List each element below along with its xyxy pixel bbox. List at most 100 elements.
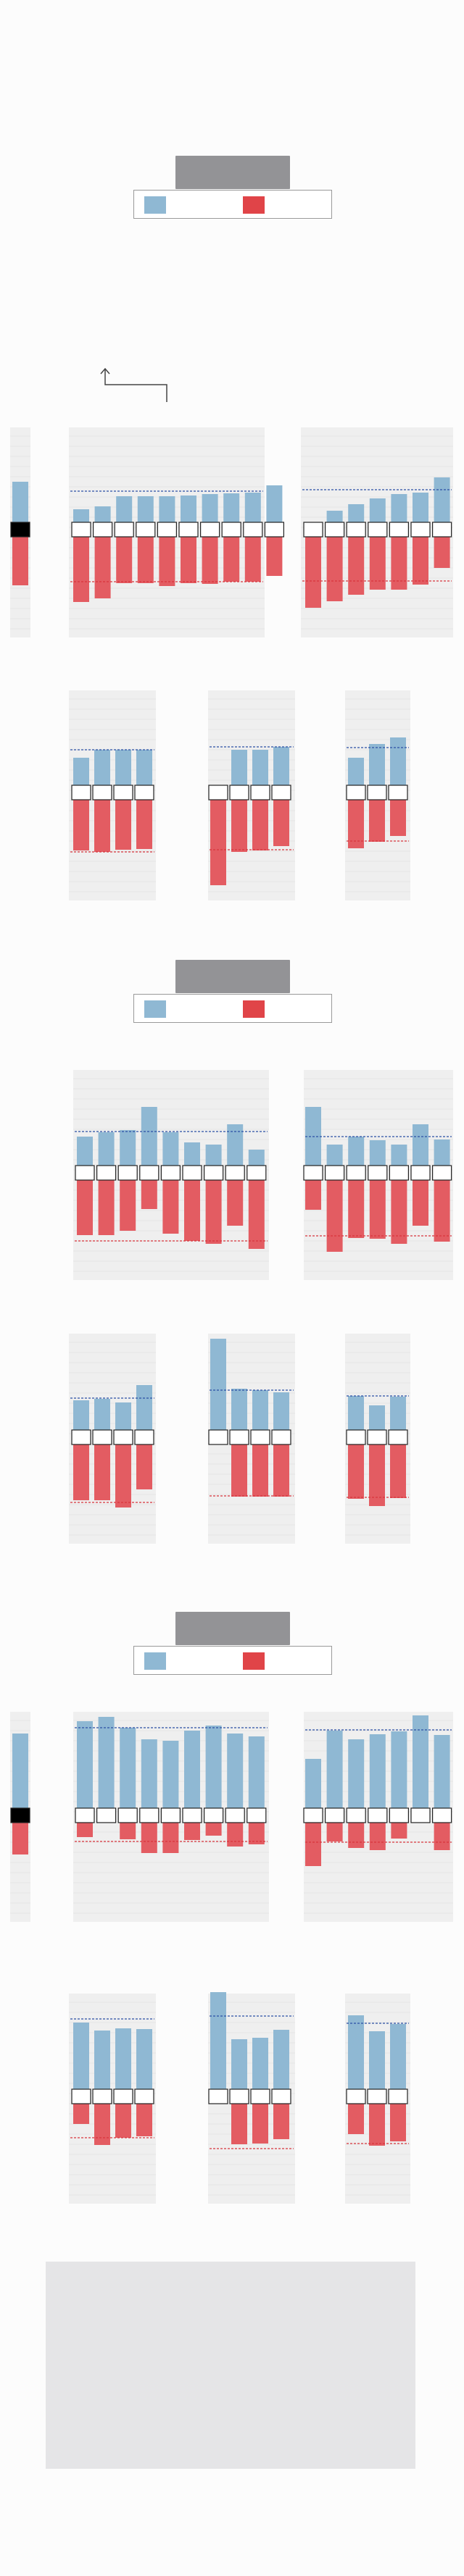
group-3-right-negative-bar (305, 1823, 321, 1866)
group-2-small-2-negative-bar (231, 1444, 247, 1497)
group-3-left-negative-bar (205, 1823, 222, 1836)
group-3-left-positive-bar (162, 1741, 179, 1808)
group-1-left-category-box (71, 522, 91, 538)
group-3-small-1-positive-bar (115, 2028, 131, 2089)
group-2-left-positive-bar (162, 1132, 179, 1166)
group-2-small-3-negative-bar (369, 1444, 385, 1506)
group-3-left-negative-bar (227, 1823, 244, 1847)
group-2-small-2-positive-bar (210, 1339, 226, 1430)
group-2-left-category-box (225, 1165, 245, 1181)
group-3-right-positive-bar (369, 1734, 386, 1808)
group-1-right-negative-bar (434, 537, 450, 568)
group-1-small-3-category-box (367, 785, 387, 800)
group-3-left-positive-bar (141, 1739, 157, 1808)
group-3-left-negative-bar (162, 1823, 179, 1853)
group-2-small-2-category-box (250, 1429, 270, 1445)
group-2-small-1-category-box (71, 1429, 91, 1445)
group-1-left-negative-bar (137, 537, 154, 583)
group-3-left-category-box (225, 1807, 245, 1823)
group-2-small-1-category-box (113, 1429, 133, 1445)
group-3-small-2-category-box (271, 2088, 291, 2104)
group-3-left-positive-bar (184, 1731, 200, 1808)
group-3-left-positive-bar (205, 1726, 222, 1808)
group-2-left-negative-bar (141, 1180, 157, 1209)
group-3-small-3-category-box (388, 2088, 408, 2104)
group-2-left-positive-bar (248, 1150, 265, 1166)
group-1-small-2-positive-bar (273, 747, 289, 785)
group-2-small-1-category-box (92, 1429, 112, 1445)
group-1-left-positive-bar (202, 494, 218, 522)
group-3-mini-category-box (10, 1807, 30, 1823)
group-3-small-2-positive-bar (210, 1992, 226, 2089)
group-1-small-2-negative-bar (231, 800, 247, 852)
group-2-right-negative-bar (434, 1180, 450, 1242)
group-3-left-negative-bar (120, 1823, 136, 1839)
group-3-small-2-positive-bar (252, 2038, 268, 2089)
section-3-legend (133, 1646, 332, 1675)
group-2-small-1-positive-bar (136, 1385, 152, 1430)
group-1-small-3-negative-bar (390, 800, 406, 836)
group-2-left-category-box (75, 1165, 95, 1181)
group-1-left-category-box (221, 522, 241, 538)
group-1-small-3-negative-bar (348, 800, 364, 848)
group-1-left-positive-bar (73, 509, 89, 522)
group-3-right-negative-bar (434, 1823, 450, 1850)
group-2-right-negative-bar (413, 1180, 428, 1226)
group-1-right-category-box (431, 522, 452, 538)
group-2-small-2-positive-bar (273, 1392, 289, 1430)
group-2-left-positive-bar (141, 1107, 157, 1166)
group-2-right-negative-bar (391, 1180, 407, 1244)
group-2-right-category-box (410, 1165, 431, 1181)
group-2-small-2-negative-bar (252, 1444, 268, 1497)
group-2-right-positive-bar (326, 1145, 343, 1166)
group-1-right-category-box (303, 522, 323, 538)
group-3-small-1-negative-bar (115, 2104, 131, 2138)
group-1-right-category-box (346, 522, 366, 538)
group-3-right-negative-bar (326, 1823, 343, 1841)
group-1-right-category-box (325, 522, 345, 538)
group-1-left-negative-bar (244, 537, 261, 582)
legend-positive-swatch (144, 1652, 166, 1670)
legend-negative-swatch (243, 1000, 265, 1018)
group-3-small-1-category-box (113, 2088, 133, 2104)
group-2-left-category-box (204, 1165, 224, 1181)
group-3-small-3-positive-bar (348, 2015, 364, 2089)
group-3-right-category-box (325, 1807, 345, 1823)
group-2-small-1-negative-bar (94, 1444, 110, 1500)
group-1-left-negative-bar (73, 537, 89, 602)
group-1-left-negative-bar (202, 537, 218, 584)
group-1-small-3-positive-bar (369, 744, 385, 785)
group-2-right-category-box (346, 1165, 366, 1181)
group-3-right-positive-bar (326, 1731, 343, 1808)
group-3-small-2-category-box (250, 2088, 270, 2104)
group-3-right-positive-bar (391, 1731, 407, 1808)
group-3-small-3-category-box (346, 2088, 366, 2104)
group-1-left-positive-bar (94, 506, 111, 522)
group-2-right-positive-bar (413, 1124, 428, 1166)
group-2-left-category-box (160, 1165, 181, 1181)
group-1-small-1-negative-bar (115, 800, 131, 850)
group-2-small-3-category-box (388, 1429, 408, 1445)
group-1-right-category-box (410, 522, 431, 538)
group-3-small-3-positive-bar (390, 2024, 406, 2089)
group-1-left-positive-bar (266, 485, 283, 522)
legend-negative-swatch (243, 1652, 265, 1670)
group-2-left-positive-bar (184, 1142, 200, 1166)
group-1-left-category-box (200, 522, 220, 538)
group-1-left-negative-bar (266, 537, 283, 576)
group-3-small-1-category-box (71, 2088, 91, 2104)
group-1-small-1-category-box (134, 785, 154, 800)
group-3-left-negative-bar (141, 1823, 157, 1853)
group-1-left-category-box (264, 522, 284, 538)
group-1-left-positive-bar (137, 496, 154, 522)
group-3-left-category-box (160, 1807, 181, 1823)
group-1-small-2-category-box (208, 785, 228, 800)
group-3-left-positive-bar (98, 1717, 115, 1808)
group-1-small-1-positive-bar (73, 758, 89, 785)
group-2-left-category-box (246, 1165, 267, 1181)
bottom-placeholder-panel (46, 2262, 415, 2469)
group-1-small-1-category-box (92, 785, 112, 800)
group-1-left-category-box (178, 522, 199, 538)
group-2-small-3-category-box (367, 1429, 387, 1445)
